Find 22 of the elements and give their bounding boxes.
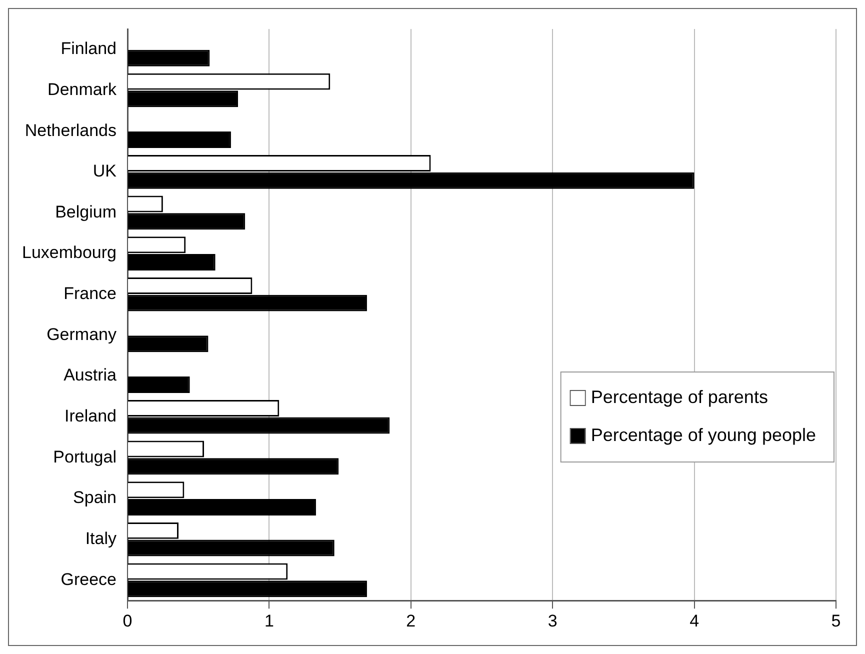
legend-label: Percentage of parents [590, 386, 768, 407]
y-tick-label: Netherlands [24, 120, 117, 140]
x-tick-label: 3 [548, 611, 558, 630]
y-tick-label: Belgium [55, 202, 117, 222]
x-tick-label: 0 [122, 611, 132, 630]
y-tick-label: Luxembourg [22, 243, 117, 262]
y-tick-label: France [64, 284, 117, 304]
y-tick-label: Germany [46, 324, 117, 344]
x-tick-label: 5 [831, 611, 841, 630]
y-tick-label: Finland [60, 39, 117, 58]
y-tick-label: UK [92, 162, 118, 181]
x-tick-label: 2 [406, 611, 416, 630]
y-tick-label: Austria [64, 366, 118, 385]
x-tick-label: 4 [690, 611, 700, 630]
legend-label: Percentage of young people [590, 424, 816, 445]
y-tick-label: Portugal [53, 447, 117, 466]
y-tick-label: Greece [60, 570, 117, 589]
y-tick-label: Denmark [48, 80, 117, 99]
x-tick-label: 1 [264, 611, 274, 630]
y-tick-label: Spain [73, 488, 117, 508]
y-tick-label: Ireland [64, 406, 117, 426]
y-tick-label: Italy [85, 529, 117, 548]
